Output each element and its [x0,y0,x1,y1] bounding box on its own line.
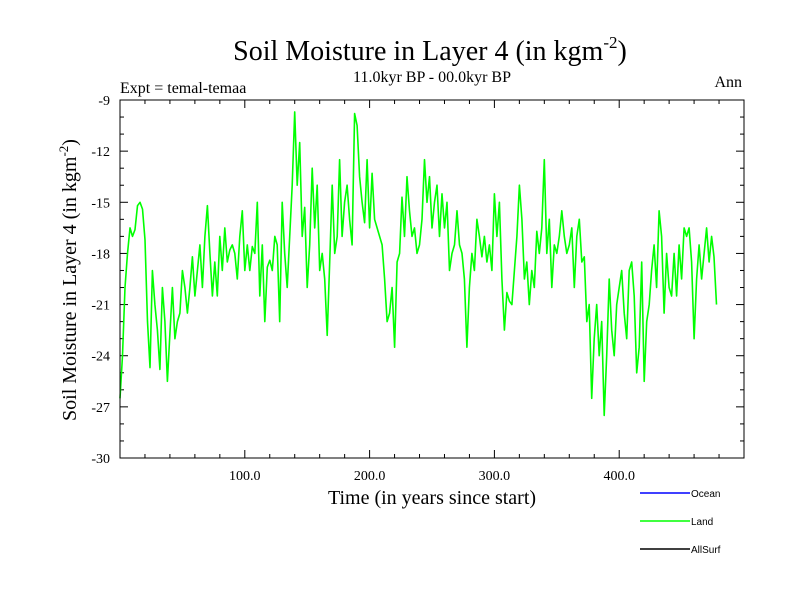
y-tick-labels: -30 -27 -24 -21 -18 -15 -12 -9 [91,94,110,467]
title-exponent: -2 [603,33,617,52]
expt-label: Expt = temal-temaa [120,80,246,97]
y-tick-label: -18 [91,247,110,262]
series-line-land [119,111,718,417]
x-tick-label: 200.0 [354,469,386,484]
legend-label-allsurf: AllSurf [691,545,721,556]
y-tick-label: -12 [91,145,110,160]
plot-frame [119,99,745,459]
legend-label-ocean: Ocean [691,489,720,500]
legend-label-land: Land [691,517,713,528]
legend: Ocean Land AllSurf [640,489,721,556]
x-tick-label: 100.0 [229,469,261,484]
y-tick-label: -21 [91,299,110,314]
ylabel-close: ) [59,139,81,146]
y-tick-label: -27 [91,401,110,416]
y-tick-label: -9 [98,94,110,109]
y-axis-label: Soil Moisture in Layer 4 (in kgm-2) [56,139,81,421]
x-tick-label: 400.0 [603,469,635,484]
tick-marks [120,99,744,459]
ylabel-main: Soil Moisture in Layer 4 (in kgm [59,156,81,421]
x-axis-label: Time (in years since start) [328,487,536,509]
chart-subtitle: 11.0kyr BP - 00.0kyr BP [353,69,511,86]
title-main: Soil Moisture in Layer 4 (in kgm [233,36,603,67]
x-tick-labels: 100.0 200.0 300.0 400.0 [229,469,635,484]
chart-title: Soil Moisture in Layer 4 (in kgm-2) [233,33,627,67]
ylabel-exponent: -2 [56,146,71,157]
season-label: Ann [714,74,742,91]
title-close: ) [618,36,627,67]
y-tick-label: -15 [91,196,110,211]
x-tick-label: 300.0 [479,469,511,484]
series-layer [119,111,718,417]
y-tick-label: -24 [91,350,110,365]
y-tick-label: -30 [91,452,110,467]
